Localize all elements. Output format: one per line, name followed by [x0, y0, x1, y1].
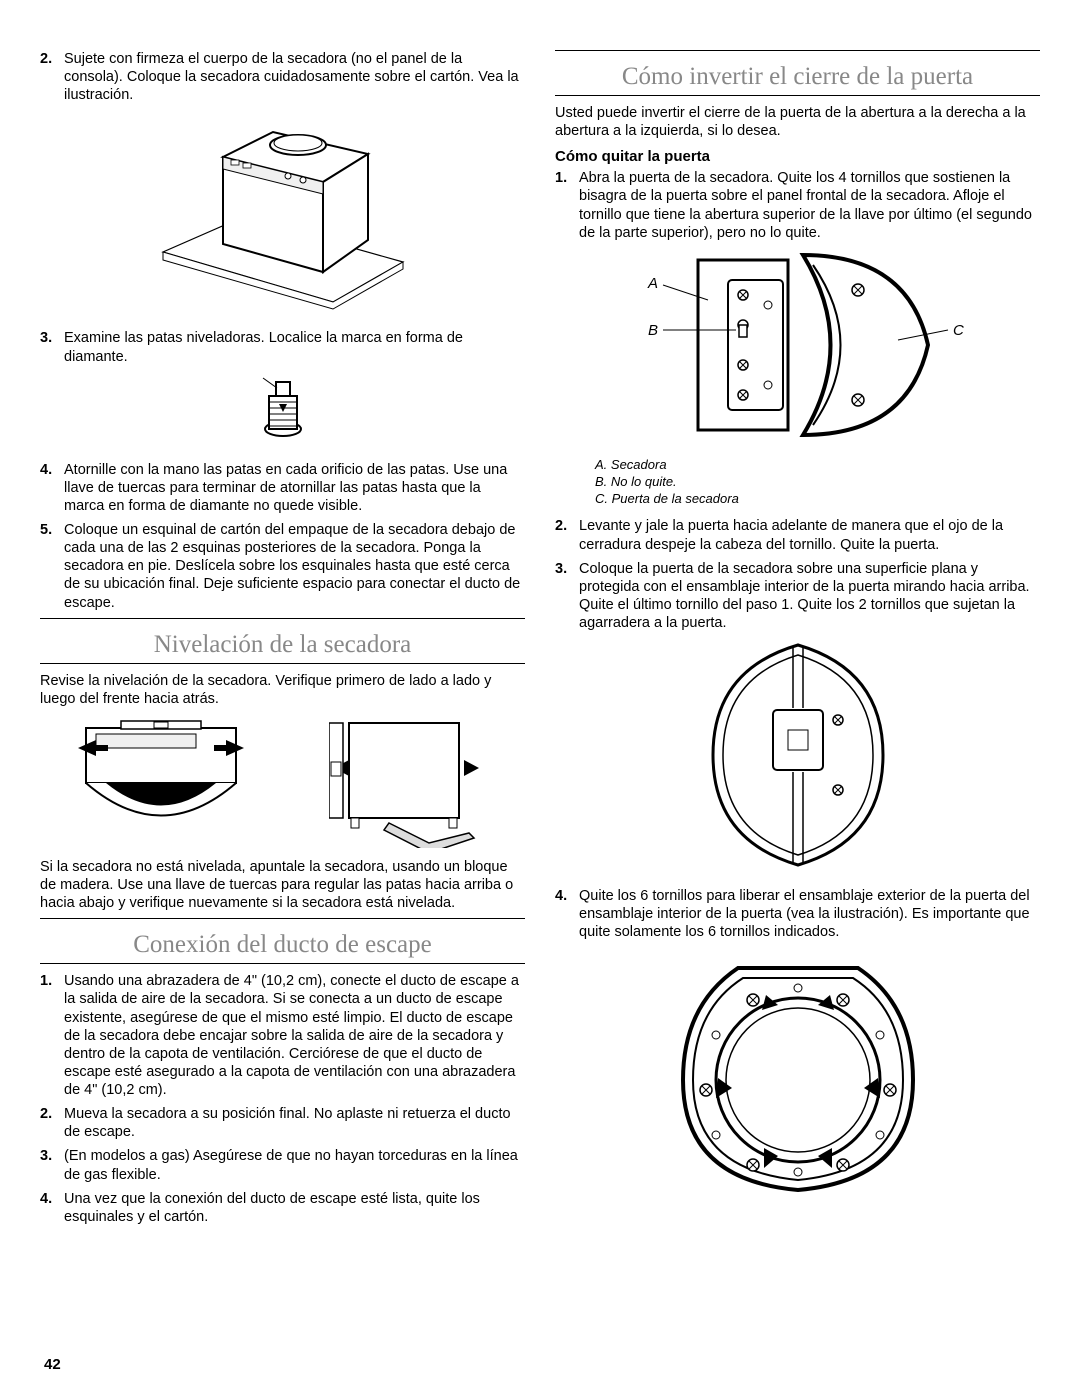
step-number: 1.: [555, 169, 579, 242]
step-text: Examine las patas niveladoras. Localice …: [64, 329, 525, 365]
steps-list-a2: 3. Examine las patas niveladoras. Locali…: [40, 329, 525, 365]
sub-heading: Cómo quitar la puerta: [555, 148, 1040, 165]
left-column: 2. Sujete con firmeza el cuerpo de la se…: [40, 50, 525, 1232]
step-text: Mueva la secadora a su posición final. N…: [64, 1105, 525, 1141]
list-item: 4. Una vez que la conexión del ducto de …: [40, 1190, 525, 1226]
list-item: 2. Sujete con firmeza el cuerpo de la se…: [40, 50, 525, 104]
list-item: 3. (En modelos a gas) Asegúrese de que n…: [40, 1147, 525, 1183]
label-c: C: [953, 322, 964, 339]
step-text: Una vez que la conexión del ducto de esc…: [64, 1190, 525, 1226]
step-number: 4.: [40, 1190, 64, 1226]
legend-line: B. No lo quite.: [595, 474, 1040, 491]
step-text: Usando una abrazadera de 4" (10,2 cm), c…: [64, 972, 525, 1099]
figure-leveling-leg: [40, 374, 525, 449]
figure-level-side: [66, 718, 256, 848]
steps-list-a3: 4. Atornille con la mano las patas en ca…: [40, 461, 525, 612]
figure-dryer-on-cardboard: [40, 112, 525, 317]
step-text: (En modelos a gas) Asegúrese de que no h…: [64, 1147, 525, 1183]
intro-text: Revise la nivelación de la secadora. Ver…: [40, 672, 525, 708]
step-text: Quite los 6 tornillos para liberar el en…: [579, 887, 1040, 941]
divider: [40, 663, 525, 664]
post-text: Si la secadora no está nivelada, apuntal…: [40, 858, 525, 912]
list-item: 3. Coloque la puerta de la secadora sobr…: [555, 560, 1040, 633]
step-number: 5.: [40, 521, 64, 612]
label-a: A: [647, 275, 658, 292]
figure-legend: A. Secadora B. No lo quite. C. Puerta de…: [595, 457, 1040, 508]
step-number: 2.: [40, 50, 64, 104]
divider: [40, 918, 525, 919]
figure-door-interior: [555, 640, 1040, 875]
step-number: 3.: [40, 1147, 64, 1183]
step-text: Coloque la puerta de la secadora sobre u…: [579, 560, 1040, 633]
step-number: 2.: [555, 517, 579, 553]
page-columns: 2. Sujete con firmeza el cuerpo de la se…: [40, 50, 1040, 1232]
divider: [40, 618, 525, 619]
steps-list-exhaust: 1. Usando una abrazadera de 4" (10,2 cm)…: [40, 972, 525, 1226]
step-number: 1.: [40, 972, 64, 1099]
steps-list-door-a: 1. Abra la puerta de la secadora. Quite …: [555, 169, 1040, 242]
list-item: 1. Abra la puerta de la secadora. Quite …: [555, 169, 1040, 242]
step-text: Atornille con la mano las patas en cada …: [64, 461, 525, 515]
steps-list-a: 2. Sujete con firmeza el cuerpo de la se…: [40, 50, 525, 104]
step-number: 2.: [40, 1105, 64, 1141]
list-item: 5. Coloque un esquinal de cartón del emp…: [40, 521, 525, 612]
legend-line: A. Secadora: [595, 457, 1040, 474]
legend-line: C. Puerta de la secadora: [595, 491, 1040, 508]
step-text: Coloque un esquinal de cartón del empaqu…: [64, 521, 525, 612]
steps-list-door-c: 4. Quite los 6 tornillos para liberar el…: [555, 887, 1040, 941]
figure-door-hinge: A B C: [555, 250, 1040, 445]
section-heading: Cómo invertir el cierre de la puerta: [555, 63, 1040, 91]
divider: [555, 95, 1040, 96]
step-number: 4.: [40, 461, 64, 515]
figure-level-front: [329, 718, 499, 848]
list-item: 2. Levante y jale la puerta hacia adelan…: [555, 517, 1040, 553]
list-item: 4. Quite los 6 tornillos para liberar el…: [555, 887, 1040, 941]
step-number: 3.: [40, 329, 64, 365]
section-heading: Conexión del ducto de escape: [40, 931, 525, 959]
step-number: 4.: [555, 887, 579, 941]
step-text: Sujete con firmeza el cuerpo de la secad…: [64, 50, 525, 104]
figure-leveling-pair: [40, 718, 525, 848]
list-item: 3. Examine las patas niveladoras. Locali…: [40, 329, 525, 365]
step-text: Abra la puerta de la secadora. Quite los…: [579, 169, 1040, 242]
divider: [555, 50, 1040, 51]
list-item: 4. Atornille con la mano las patas en ca…: [40, 461, 525, 515]
intro-text: Usted puede invertir el cierre de la pue…: [555, 104, 1040, 140]
page-number: 42: [44, 1356, 61, 1373]
step-number: 3.: [555, 560, 579, 633]
section-heading: Nivelación de la secadora: [40, 631, 525, 659]
right-column: Cómo invertir el cierre de la puerta Ust…: [555, 50, 1040, 1232]
figure-door-ring: [555, 950, 1040, 1205]
divider: [40, 963, 525, 964]
label-b: B: [648, 322, 658, 339]
list-item: 1. Usando una abrazadera de 4" (10,2 cm)…: [40, 972, 525, 1099]
step-text: Levante y jale la puerta hacia adelante …: [579, 517, 1040, 553]
steps-list-door-b: 2. Levante y jale la puerta hacia adelan…: [555, 517, 1040, 632]
list-item: 2. Mueva la secadora a su posición final…: [40, 1105, 525, 1141]
